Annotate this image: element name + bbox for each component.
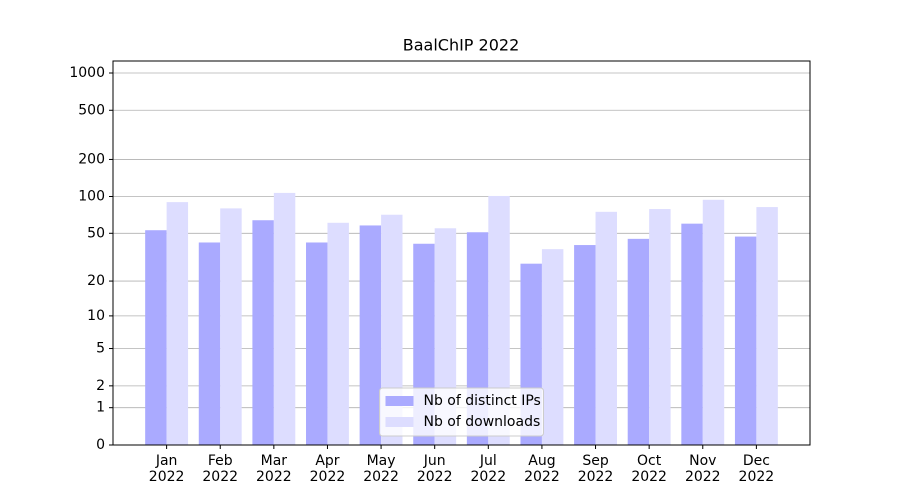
y-tick-label: 2 xyxy=(96,378,105,394)
x-tick-label: Jan 2022 xyxy=(148,453,185,485)
legend-label: Nb of distinct IPs xyxy=(424,393,541,409)
x-tick-label: Feb 2022 xyxy=(202,453,239,485)
bar xyxy=(359,225,382,445)
x-tick-label: Mar 2022 xyxy=(256,453,292,485)
y-tick-label: 20 xyxy=(87,273,105,289)
bar xyxy=(734,236,757,445)
x-tick-label: Nov 2022 xyxy=(684,453,721,485)
bar xyxy=(252,220,274,445)
bar xyxy=(702,199,725,445)
bar xyxy=(488,195,510,445)
x-tick-label: Dec 2022 xyxy=(738,453,775,485)
legend: Nb of distinct IPs Nb of downloads xyxy=(379,387,544,437)
legend-swatch xyxy=(385,417,414,427)
y-tick-label: 500 xyxy=(78,102,105,118)
y-tick-label: 0 xyxy=(96,437,105,453)
chart-title: BaalChIP 2022 xyxy=(403,36,520,55)
y-tick-label: 10 xyxy=(87,308,105,324)
bar xyxy=(681,223,703,445)
bar xyxy=(327,222,349,445)
x-tick-label: Oct 2022 xyxy=(631,453,667,485)
legend-label: Nb of downloads xyxy=(424,414,541,430)
bar xyxy=(145,230,167,445)
bar xyxy=(220,208,242,445)
x-tick-label: Apr 2022 xyxy=(309,453,346,485)
bar xyxy=(381,214,403,445)
plot-frame xyxy=(112,60,811,446)
y-tick-label: 100 xyxy=(78,189,105,205)
x-tick-label: Aug 2022 xyxy=(524,453,560,485)
bar xyxy=(595,211,617,445)
bar xyxy=(574,245,596,445)
x-tick-label: May 2022 xyxy=(363,453,399,485)
y-tick-label: 5 xyxy=(96,341,105,357)
bar xyxy=(627,238,650,445)
bar xyxy=(541,249,564,445)
x-tick-label: Sep 2022 xyxy=(577,453,614,485)
bar xyxy=(756,207,778,445)
bar xyxy=(306,242,328,445)
y-tick-label: 200 xyxy=(78,151,105,167)
bar xyxy=(649,209,671,445)
x-tick-label: Jun 2022 xyxy=(416,453,453,485)
bar xyxy=(166,202,189,445)
y-tick-label: 50 xyxy=(87,225,105,241)
bar xyxy=(273,192,296,445)
bar xyxy=(198,242,221,445)
legend-box xyxy=(379,387,544,437)
legend-swatch xyxy=(385,396,414,406)
x-tick-label: Jul 2022 xyxy=(470,453,507,485)
y-tick-label: 1 xyxy=(96,400,105,416)
y-tick-label: 1000 xyxy=(69,65,105,81)
